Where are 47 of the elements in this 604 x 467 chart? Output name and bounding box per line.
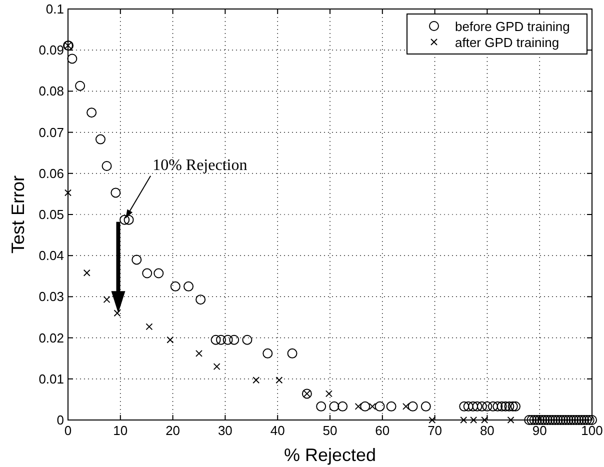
- y-tick-label: 0: [56, 412, 64, 428]
- x-tick-label: 50: [322, 423, 338, 438]
- x-tick-label: 40: [270, 423, 285, 438]
- point: [146, 323, 153, 330]
- y-tick-label: 0.05: [38, 207, 64, 222]
- point: [103, 296, 110, 304]
- x-tick-label: 70: [428, 423, 442, 438]
- annotation: 10% Rejection: [152, 156, 248, 174]
- point: [470, 416, 478, 424]
- y-tick-label: 0.03: [38, 289, 64, 304]
- y-tick-label: 0.09: [38, 42, 64, 58]
- x-tick-label: 10: [113, 423, 128, 438]
- point: [252, 376, 260, 384]
- legend-label: before GPD training: [455, 19, 570, 34]
- point: [196, 350, 202, 357]
- x-axis-title: % Rejected: [284, 445, 376, 465]
- x-tick-label: 80: [480, 423, 494, 438]
- y-tick-label: 0.08: [38, 84, 64, 99]
- point: [276, 376, 283, 384]
- point: [114, 310, 121, 317]
- legend-label: after GPD training: [455, 35, 560, 50]
- point: [303, 390, 310, 398]
- point: [368, 402, 376, 410]
- point: [481, 416, 488, 424]
- y-tick-label: 0.02: [38, 330, 64, 346]
- x-tick-label: 100: [581, 423, 603, 438]
- y-tick-label: 0.1: [46, 2, 64, 16]
- point: [325, 390, 332, 398]
- x-tick-label: 90: [532, 423, 547, 438]
- y-tick-label: 0.04: [38, 248, 64, 264]
- point: [402, 402, 410, 410]
- y-tick-label: 0.06: [38, 166, 64, 181]
- point: [166, 336, 174, 344]
- point: [460, 416, 468, 424]
- point: [354, 402, 362, 410]
- x-tick-label: 60: [375, 423, 390, 438]
- point: [83, 269, 90, 276]
- point: [213, 363, 220, 370]
- point: [64, 189, 72, 196]
- y-tick-label: 0.01: [38, 371, 64, 386]
- point: [64, 42, 72, 50]
- x-tick-label: 20: [166, 423, 180, 438]
- x-tick-label: 30: [218, 423, 232, 438]
- point: [507, 416, 514, 424]
- y-axis-title: Test Error: [8, 175, 28, 254]
- point: [428, 416, 436, 424]
- y-tick-label: 0.07: [38, 124, 64, 140]
